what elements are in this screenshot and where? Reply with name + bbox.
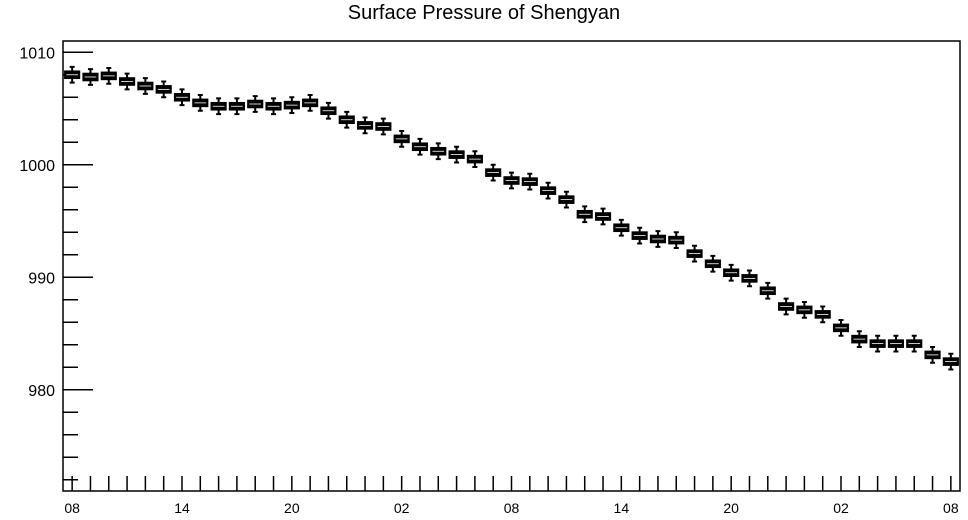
y-tick-label: 990 bbox=[28, 270, 55, 287]
plot-frame bbox=[62, 40, 961, 492]
box bbox=[155, 80, 172, 99]
y-tick-label: 1000 bbox=[19, 158, 55, 175]
box bbox=[814, 305, 831, 324]
x-tick-label: 14 bbox=[174, 500, 190, 516]
box bbox=[411, 137, 429, 156]
x-tick-label: 20 bbox=[723, 500, 739, 516]
y-tick-label: 1010 bbox=[19, 45, 55, 62]
box bbox=[448, 145, 465, 164]
box bbox=[338, 110, 355, 129]
box bbox=[521, 172, 538, 191]
box bbox=[210, 97, 227, 116]
box bbox=[320, 101, 337, 120]
box bbox=[228, 97, 245, 116]
box bbox=[192, 94, 209, 112]
box bbox=[393, 130, 410, 148]
box bbox=[887, 334, 905, 353]
box bbox=[796, 301, 813, 319]
box bbox=[832, 319, 850, 337]
box bbox=[906, 334, 923, 353]
box bbox=[869, 334, 886, 353]
box bbox=[649, 230, 667, 248]
box bbox=[576, 205, 593, 224]
box bbox=[247, 95, 264, 113]
box bbox=[265, 97, 282, 116]
box bbox=[283, 96, 300, 114]
x-axis: 08 14 20 02 08 14 20 02 08 bbox=[64, 476, 959, 516]
box bbox=[82, 68, 99, 86]
box bbox=[778, 297, 795, 316]
box bbox=[173, 88, 191, 107]
box bbox=[851, 330, 868, 348]
box bbox=[540, 181, 557, 200]
y-tick-label: 980 bbox=[28, 383, 55, 400]
x-tick-label: 08 bbox=[504, 500, 520, 516]
box bbox=[485, 163, 502, 182]
box bbox=[100, 67, 117, 85]
x-tick-label: 08 bbox=[943, 500, 959, 516]
box bbox=[375, 117, 392, 136]
box bbox=[466, 150, 483, 168]
box bbox=[741, 269, 758, 288]
box bbox=[137, 77, 154, 95]
box bbox=[631, 226, 648, 245]
box bbox=[430, 142, 447, 161]
box bbox=[924, 346, 941, 364]
box bbox=[558, 190, 575, 209]
box bbox=[503, 171, 520, 190]
box bbox=[118, 72, 136, 91]
box bbox=[613, 218, 630, 237]
x-tick-label: 14 bbox=[614, 500, 630, 516]
x-tick-label: 20 bbox=[284, 500, 300, 516]
box bbox=[759, 281, 776, 300]
box bbox=[64, 65, 81, 84]
box bbox=[723, 263, 740, 282]
x-tick-label: 08 bbox=[64, 500, 80, 516]
box bbox=[302, 94, 319, 112]
y-axis: 980 990 1000 1010 bbox=[19, 45, 93, 481]
chart-title: Surface Pressure of Shengyan bbox=[347, 2, 621, 24]
x-tick-label: 02 bbox=[833, 500, 849, 516]
box bbox=[594, 207, 612, 226]
box bbox=[686, 244, 703, 263]
boxes bbox=[64, 65, 959, 371]
box bbox=[704, 254, 721, 273]
box bbox=[668, 231, 685, 249]
box bbox=[356, 116, 374, 135]
x-tick-label: 02 bbox=[394, 500, 410, 516]
box bbox=[942, 352, 959, 371]
